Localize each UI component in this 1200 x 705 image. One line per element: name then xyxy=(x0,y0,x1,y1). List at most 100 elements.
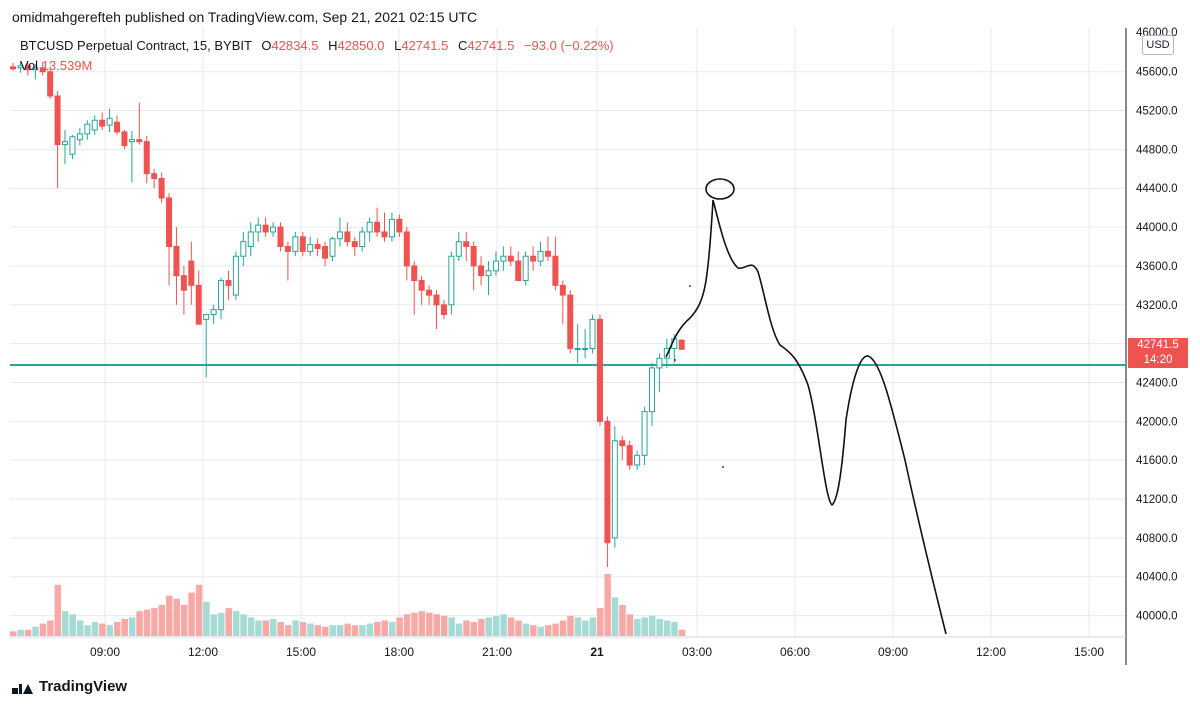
time-tick-label: 09:00 xyxy=(878,645,908,659)
last-price-value: 42741.5 xyxy=(1137,339,1179,351)
publisher-line: omidmahgerefteh published on TradingView… xyxy=(12,9,478,25)
volume-bar xyxy=(619,605,626,636)
candle-down xyxy=(188,260,195,286)
volume-bar xyxy=(210,614,218,636)
volume-bar xyxy=(299,622,307,636)
candle-up xyxy=(240,241,247,257)
candle-up xyxy=(218,280,225,311)
volume-bar xyxy=(322,626,329,636)
volume-bar xyxy=(589,617,597,636)
price-tick-label: 42400.0 xyxy=(1136,377,1178,389)
volume-bar xyxy=(351,625,359,636)
grid-lines xyxy=(10,28,1126,637)
footer-brand-name[interactable]: TradingView xyxy=(39,678,128,695)
candle-down xyxy=(195,284,202,325)
high-label: H xyxy=(328,38,338,53)
volume-bar xyxy=(232,611,240,636)
volume-bar xyxy=(359,625,366,636)
volume-bar xyxy=(173,598,180,636)
time-tick-label: 21:00 xyxy=(482,645,512,659)
volume-bar xyxy=(411,612,418,636)
candle-up xyxy=(589,318,596,349)
candle-down xyxy=(47,71,54,97)
candle-down xyxy=(24,65,31,71)
candle-up xyxy=(307,244,314,252)
tradingview-logo-icon xyxy=(12,680,33,694)
candle-up xyxy=(336,231,343,240)
volume-bar xyxy=(128,617,136,636)
time-tick-label: 15:00 xyxy=(1074,645,1104,659)
volume-bar xyxy=(433,614,441,636)
drawing-dot xyxy=(689,285,691,287)
drawing-dot xyxy=(674,359,676,361)
candle-up xyxy=(91,119,98,131)
volume-bars xyxy=(10,574,686,636)
candle-up xyxy=(270,226,277,233)
candlestick-series xyxy=(10,61,685,568)
time-axis-labels: 09:00 12:00 15:00 18:00 21:00 21 03:00 06:00 09:… xyxy=(90,645,1104,659)
volume-bar xyxy=(329,625,336,636)
volume-bar xyxy=(678,629,686,636)
candle-down xyxy=(173,246,180,277)
top-circle-annotation[interactable] xyxy=(705,178,735,200)
volume-bar xyxy=(24,629,32,636)
volume-bar xyxy=(671,622,678,636)
candle-up xyxy=(232,255,239,296)
price-tick-label: 45200.0 xyxy=(1136,106,1178,118)
candle-down xyxy=(426,289,433,296)
volume-bar xyxy=(396,617,403,636)
time-tick-label: 06:00 xyxy=(780,645,810,659)
candle-up xyxy=(255,224,262,233)
candle-down xyxy=(351,241,358,248)
candle-down xyxy=(515,260,522,282)
volume-bar xyxy=(180,605,188,636)
candle-up xyxy=(574,347,581,350)
volume-bar xyxy=(552,623,559,636)
volume-bar xyxy=(166,595,173,636)
volume-bar xyxy=(455,623,463,636)
candle-down xyxy=(166,197,173,248)
candle-up xyxy=(656,357,663,369)
candle-up xyxy=(537,250,544,262)
volume-bar xyxy=(374,622,381,636)
time-tick-label: 03:00 xyxy=(682,645,712,659)
volume-bar xyxy=(537,626,545,636)
volume-bar xyxy=(507,617,515,636)
volume-legend: Vol 13.539M xyxy=(20,58,92,73)
candle-down xyxy=(463,241,470,248)
change-value: −93.0 (−0.22%) xyxy=(523,38,614,53)
volume-bar xyxy=(448,617,455,636)
forecast-path[interactable] xyxy=(665,199,947,635)
drawing-forecast-path[interactable] xyxy=(665,178,947,635)
volume-bar xyxy=(336,625,344,636)
candle-up xyxy=(634,454,641,466)
volume-bar xyxy=(381,620,388,636)
volume-bar xyxy=(292,620,299,636)
volume-bar xyxy=(62,611,69,636)
volume-bar xyxy=(84,625,91,636)
volume-bar xyxy=(121,618,128,636)
volume-bar xyxy=(634,618,641,636)
candle-down xyxy=(54,95,61,146)
volume-bar xyxy=(54,584,62,636)
drawing-dot xyxy=(722,466,724,468)
candle-down xyxy=(114,121,121,133)
candle-down xyxy=(39,67,46,73)
candle-down xyxy=(559,284,566,296)
currency-button[interactable]: USD xyxy=(1142,35,1174,55)
symbol-title[interactable]: BTCUSD Perpetual Contract, 15, BYBIT xyxy=(20,38,252,53)
candle-down xyxy=(604,420,611,544)
volume-bar xyxy=(641,617,649,636)
high-value: 42850.0 xyxy=(337,38,385,53)
footer-branding: TradingView xyxy=(12,678,127,695)
candle-down xyxy=(619,440,626,447)
candle-down xyxy=(418,280,425,291)
volume-bar xyxy=(582,620,589,636)
candle-up xyxy=(210,309,217,316)
volume-bar xyxy=(656,618,663,636)
volume-value: 13.539M xyxy=(41,58,93,73)
volume-bar xyxy=(10,631,17,636)
candle-down xyxy=(403,231,410,267)
candle-up xyxy=(500,255,507,262)
